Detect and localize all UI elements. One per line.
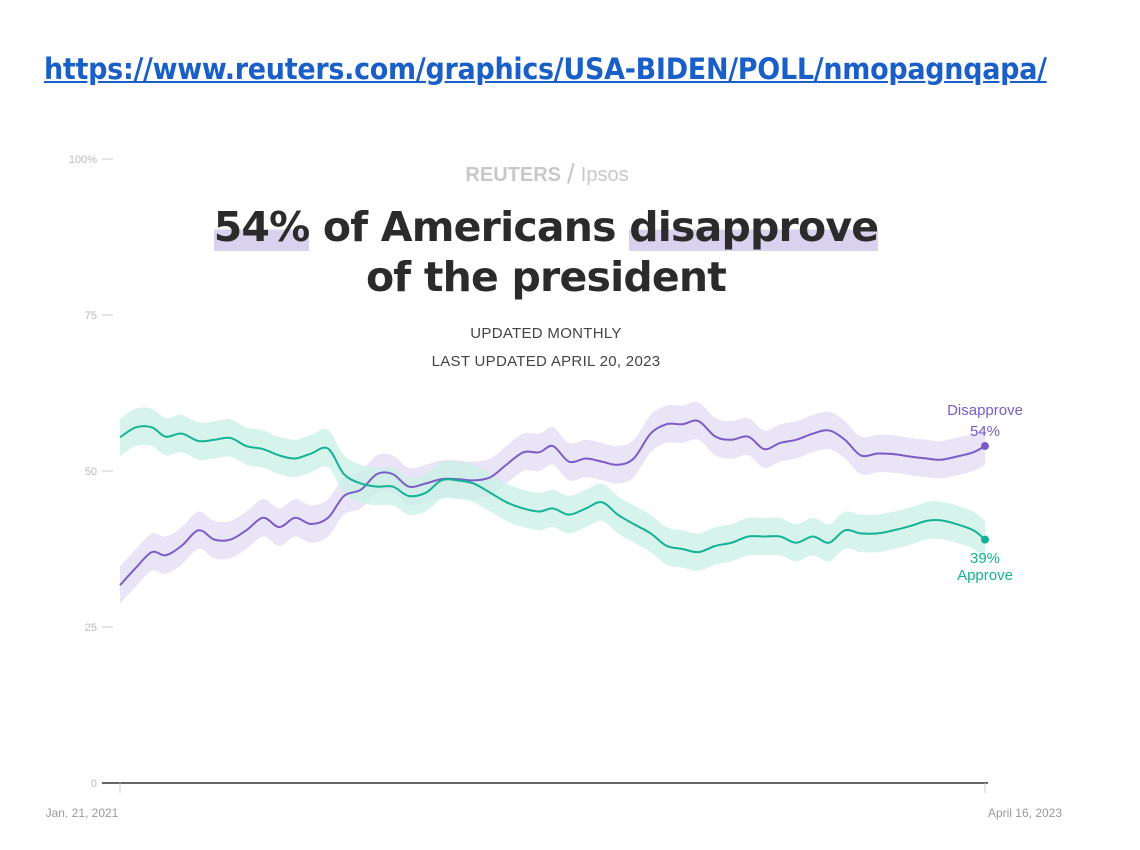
series-label-disapprove: Disapprove — [947, 402, 1023, 419]
x-tick-label: April 16, 2023 — [988, 806, 1062, 820]
series-label-approve: Approve — [957, 567, 1013, 584]
subtitle-updated: UPDATED MONTHLY — [470, 325, 622, 342]
y-tick-label: 25 — [85, 622, 97, 634]
series-line-disapprove — [119, 419, 986, 586]
series-line-approve — [119, 425, 986, 554]
y-tick-label: 50 — [85, 466, 97, 478]
end-value-label-disapprove: 54% — [970, 423, 1000, 440]
source-link[interactable]: https://www.reuters.com/graphics/USA-BID… — [44, 52, 1047, 86]
y-tick-label: 100% — [69, 154, 97, 166]
end-point-approve — [981, 535, 989, 544]
headline-highlight-disapprove: disapprove — [629, 203, 879, 251]
headline: 54% of Americans disapprove of the presid… — [0, 202, 1092, 302]
ipsos-logo: Ipsos — [580, 164, 629, 186]
confidence-band-disapprove — [120, 401, 985, 604]
confidence-band-approve — [120, 407, 985, 571]
divider: / — [566, 158, 575, 189]
x-tick-label: Jan. 21, 2021 — [46, 806, 119, 820]
brand-logo: REUTERS / Ipsos — [0, 156, 1094, 189]
subtitle-last-updated: LAST UPDATED APRIL 20, 2023 — [431, 353, 661, 370]
headline-highlight-percent: 54% — [213, 203, 310, 251]
end-point-disapprove — [981, 442, 989, 451]
reuters-logo: REUTERS — [465, 164, 561, 186]
headline-line2: of the president — [365, 253, 727, 301]
headline-text: of Americans — [309, 203, 630, 251]
y-tick-label: 0 — [91, 778, 97, 790]
end-value-label-approve: 39% — [970, 550, 1000, 567]
y-tick-label: 75 — [85, 310, 97, 322]
